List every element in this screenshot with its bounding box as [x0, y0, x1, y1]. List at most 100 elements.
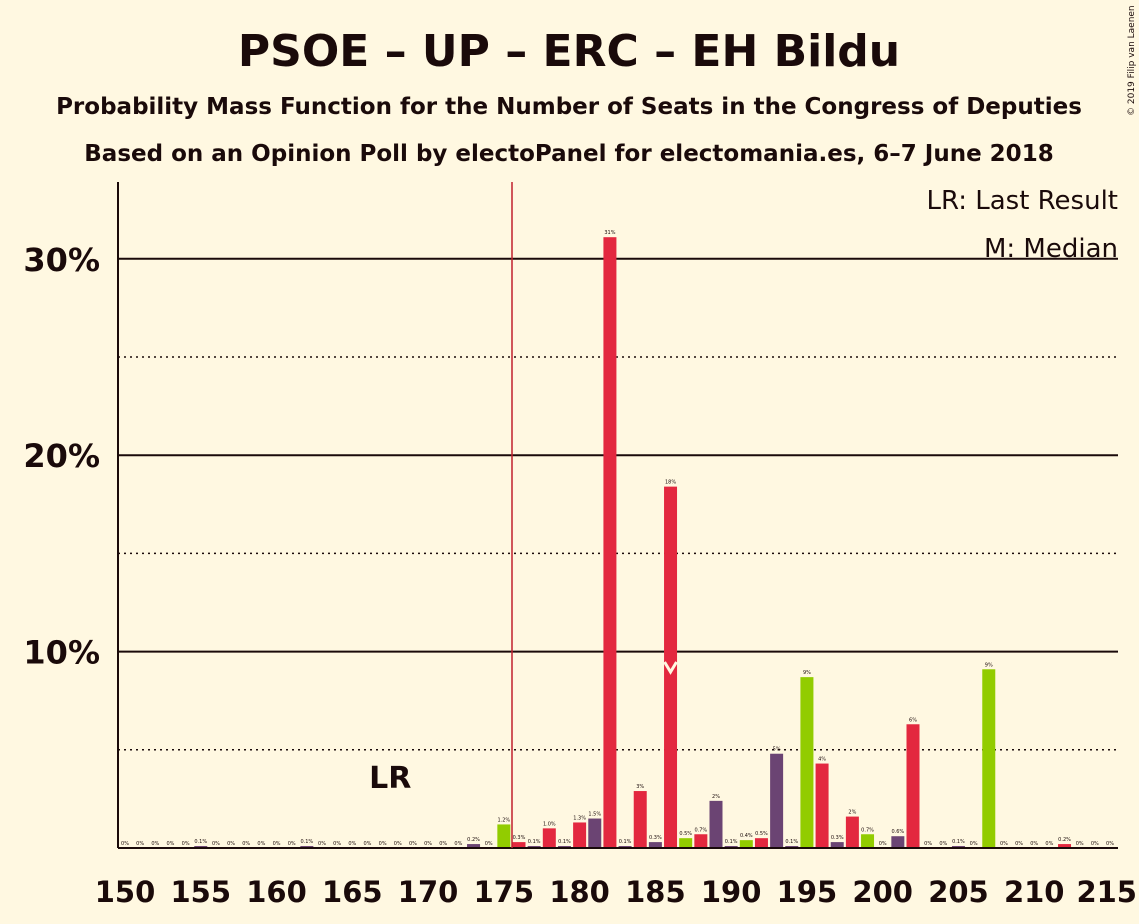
- bars: [194, 237, 1072, 849]
- data-label: 0.1%: [952, 839, 965, 845]
- data-label: 4%: [818, 757, 826, 763]
- data-label: 9%: [803, 670, 811, 676]
- bar: [739, 840, 753, 848]
- bar: [603, 237, 617, 849]
- legend-median: M: Median: [984, 234, 1118, 264]
- data-label: 0%: [409, 841, 417, 847]
- data-label: 0.1%: [558, 839, 571, 845]
- data-label: 3%: [636, 784, 644, 790]
- data-label: 0.1%: [785, 839, 798, 845]
- chart-subtitle-1: Probability Mass Function for the Number…: [56, 94, 1082, 120]
- bar: [633, 791, 647, 848]
- data-label: 0.1%: [528, 839, 541, 845]
- bar: [679, 838, 693, 848]
- x-tick-label: 215: [1076, 875, 1137, 909]
- y-tick-label: 30%: [23, 241, 100, 279]
- data-label: 0%: [379, 841, 387, 847]
- data-label: 0%: [394, 841, 402, 847]
- bar: [648, 842, 662, 848]
- bar: [861, 834, 875, 848]
- data-label: 0%: [288, 841, 296, 847]
- data-label: 2%: [848, 810, 856, 816]
- data-labels: 0% 0% 0% 0% 0% 0.1% 0% 0% 0% 0% 0% 0% 0.1% 0% 0% 0% 0% 0%…: [121, 230, 1114, 847]
- x-tick-label: 175: [474, 875, 535, 909]
- data-label: 0.1%: [619, 839, 632, 845]
- data-label: 0.5%: [755, 831, 768, 837]
- data-label: 0%: [1091, 841, 1099, 847]
- data-label: 0.6%: [891, 829, 904, 835]
- x-tick-label: 155: [170, 875, 231, 909]
- bar: [497, 824, 511, 848]
- data-label: 0%: [924, 841, 932, 847]
- data-label: 0.1%: [300, 839, 313, 845]
- x-tick-label: 185: [625, 875, 686, 909]
- x-tick-label: 180: [549, 875, 610, 909]
- data-label: 0%: [439, 841, 447, 847]
- data-label: 1.3%: [573, 815, 586, 821]
- chart-subtitle-2: Based on an Opinion Poll by electoPanel …: [84, 141, 1053, 167]
- data-label: 0.1%: [725, 839, 738, 845]
- data-label: 0%: [1030, 841, 1038, 847]
- data-label: 0%: [212, 841, 220, 847]
- data-label: 0.2%: [467, 837, 480, 843]
- data-label: 0%: [1015, 841, 1023, 847]
- data-label: 0%: [1076, 841, 1084, 847]
- data-label: 2%: [712, 794, 720, 800]
- x-tick-label: 200: [852, 875, 913, 909]
- data-label: 1.5%: [588, 812, 601, 818]
- x-tick-label: 165: [322, 875, 383, 909]
- bar: [573, 822, 587, 848]
- data-label: 0%: [1000, 841, 1008, 847]
- data-label: 0%: [242, 841, 250, 847]
- legend-last-result: LR: Last Result: [926, 186, 1118, 216]
- y-tick-label: 10%: [23, 634, 100, 672]
- x-tick-label: 150: [95, 875, 156, 909]
- data-label: 0%: [333, 841, 341, 847]
- data-label: 0%: [939, 841, 947, 847]
- bar: [754, 838, 768, 848]
- data-label: 0%: [136, 841, 144, 847]
- data-label: 9%: [985, 662, 993, 668]
- data-label: 0.3%: [513, 835, 526, 841]
- bar: [542, 828, 556, 848]
- x-tick-label: 190: [701, 875, 762, 909]
- bar: [694, 834, 708, 848]
- bar: [906, 724, 920, 848]
- data-label: 0%: [424, 841, 432, 847]
- data-label: 0%: [227, 841, 235, 847]
- bar: [982, 669, 996, 848]
- data-label: 0%: [970, 841, 978, 847]
- gridlines: [118, 257, 1118, 751]
- data-label: 1.2%: [497, 817, 510, 823]
- x-tick-label: 170: [398, 875, 459, 909]
- chart-title: PSOE – UP – ERC – EH Bildu: [238, 26, 900, 77]
- data-label: 0%: [121, 841, 129, 847]
- data-label: 0%: [1106, 841, 1114, 847]
- data-label: 0%: [348, 841, 356, 847]
- data-label: 0%: [257, 841, 265, 847]
- data-label: 0.4%: [740, 833, 753, 839]
- bar: [815, 763, 829, 848]
- median-marker: [663, 661, 678, 675]
- bar: [709, 800, 723, 848]
- data-label: 6%: [909, 717, 917, 723]
- data-label: 0.7%: [861, 827, 874, 833]
- bar: [588, 818, 602, 848]
- data-label: 0%: [182, 841, 190, 847]
- data-label: 0.2%: [1058, 837, 1071, 843]
- x-tick-label: 195: [777, 875, 838, 909]
- y-tick-label: 20%: [23, 437, 100, 475]
- bar: [512, 842, 526, 848]
- data-label: 0.7%: [694, 827, 707, 833]
- data-label: 5%: [773, 747, 781, 753]
- bar: [845, 816, 859, 848]
- bar: [891, 836, 905, 848]
- x-tick-label: 210: [1004, 875, 1065, 909]
- copyright-text: © 2019 Filip van Laenen: [1127, 5, 1137, 116]
- data-label: 0.1%: [194, 839, 207, 845]
- y-tick-labels: 10% 20% 30%: [23, 241, 100, 672]
- data-label: 0.3%: [831, 835, 844, 841]
- data-label: 0%: [166, 841, 174, 847]
- data-label: 0%: [879, 841, 887, 847]
